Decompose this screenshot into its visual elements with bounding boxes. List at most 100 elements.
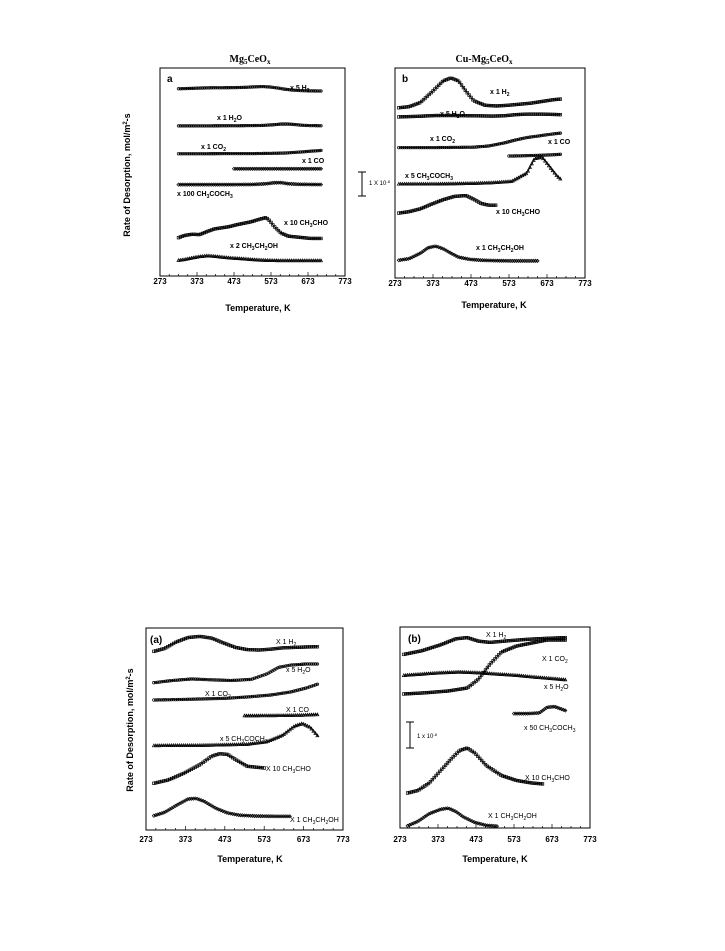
data-point bbox=[553, 676, 558, 681]
data-point bbox=[525, 168, 531, 173]
data-point bbox=[208, 86, 212, 90]
data-point bbox=[306, 89, 310, 93]
data-point bbox=[265, 123, 269, 127]
data-point bbox=[408, 104, 412, 108]
data-point bbox=[399, 211, 403, 215]
data-point bbox=[309, 662, 314, 666]
data-point bbox=[202, 124, 207, 128]
data-point bbox=[197, 152, 201, 156]
data-point bbox=[309, 726, 314, 731]
data-point bbox=[243, 151, 247, 156]
data-point bbox=[412, 103, 416, 107]
data-point bbox=[197, 742, 202, 747]
data-point bbox=[225, 696, 229, 700]
data-point bbox=[169, 743, 174, 747]
data-point bbox=[197, 677, 201, 681]
data-point bbox=[226, 124, 231, 128]
data-point bbox=[475, 145, 479, 149]
data-point bbox=[262, 693, 266, 698]
data-point bbox=[456, 194, 460, 198]
data-point bbox=[291, 235, 295, 239]
data-point bbox=[158, 698, 162, 702]
data-point bbox=[193, 635, 197, 639]
data-point bbox=[182, 86, 186, 91]
data-point bbox=[298, 662, 302, 667]
data-point bbox=[461, 636, 465, 640]
data-point bbox=[500, 639, 505, 643]
data-point bbox=[169, 776, 174, 781]
data-point bbox=[186, 152, 190, 156]
data-point bbox=[486, 103, 490, 108]
data-point bbox=[550, 636, 554, 640]
data-point bbox=[475, 670, 480, 675]
data-point bbox=[206, 229, 210, 233]
data-point bbox=[427, 203, 431, 207]
data-point bbox=[318, 258, 324, 263]
series-label: x 1 CH3CH2OH bbox=[476, 245, 524, 254]
data-point bbox=[466, 817, 471, 822]
data-point bbox=[162, 647, 166, 651]
data-point bbox=[461, 687, 465, 691]
data-point bbox=[287, 151, 292, 155]
data-point bbox=[449, 251, 455, 256]
series-label: x 1 CO2 bbox=[430, 136, 455, 145]
data-point bbox=[476, 754, 480, 758]
data-point bbox=[269, 85, 273, 89]
data-point bbox=[430, 244, 436, 249]
data-point bbox=[256, 713, 261, 718]
data-point bbox=[446, 249, 451, 254]
data-point bbox=[269, 123, 273, 127]
data-point bbox=[176, 236, 181, 240]
data-point bbox=[451, 755, 455, 759]
data-point bbox=[238, 646, 243, 651]
data-point bbox=[294, 689, 298, 693]
data-point bbox=[237, 124, 242, 128]
data-point bbox=[545, 112, 549, 116]
data-point bbox=[171, 697, 176, 702]
data-point bbox=[242, 695, 247, 699]
data-point bbox=[181, 697, 186, 702]
data-point bbox=[186, 124, 190, 128]
data-point bbox=[197, 232, 201, 237]
data-point bbox=[437, 199, 441, 204]
data-point bbox=[554, 97, 559, 102]
data-point bbox=[463, 114, 467, 118]
data-point bbox=[543, 133, 547, 137]
data-point bbox=[263, 85, 268, 89]
data-point bbox=[195, 124, 199, 128]
data-point bbox=[519, 638, 524, 642]
data-point bbox=[187, 124, 192, 128]
data-point bbox=[400, 257, 405, 262]
data-point bbox=[473, 114, 477, 118]
data-point bbox=[468, 670, 473, 675]
data-point bbox=[303, 712, 308, 717]
data-point bbox=[501, 114, 505, 118]
data-point bbox=[468, 818, 473, 823]
data-point bbox=[506, 776, 510, 780]
x-tick-label: 773 bbox=[583, 835, 597, 844]
data-point bbox=[219, 226, 223, 230]
data-point bbox=[478, 201, 483, 205]
data-point bbox=[413, 650, 417, 654]
data-point bbox=[435, 113, 439, 118]
data-point bbox=[406, 145, 410, 150]
data-point bbox=[211, 697, 215, 701]
data-point bbox=[211, 124, 216, 128]
data-point bbox=[230, 124, 234, 128]
series-trace bbox=[396, 154, 563, 186]
data-point bbox=[457, 194, 462, 198]
series-label: x 5 CH3COCH3 bbox=[220, 736, 268, 745]
data-point bbox=[283, 713, 288, 717]
series-label: X 10 CH3CHO bbox=[525, 775, 570, 784]
data-point bbox=[480, 114, 485, 118]
data-point bbox=[448, 145, 452, 150]
data-point bbox=[522, 102, 526, 106]
data-point bbox=[200, 86, 205, 90]
data-point bbox=[171, 743, 176, 747]
data-point bbox=[485, 671, 490, 675]
data-point bbox=[294, 645, 298, 650]
data-point bbox=[434, 690, 438, 694]
data-point bbox=[418, 145, 422, 150]
data-point bbox=[270, 693, 274, 697]
data-point bbox=[199, 232, 203, 236]
